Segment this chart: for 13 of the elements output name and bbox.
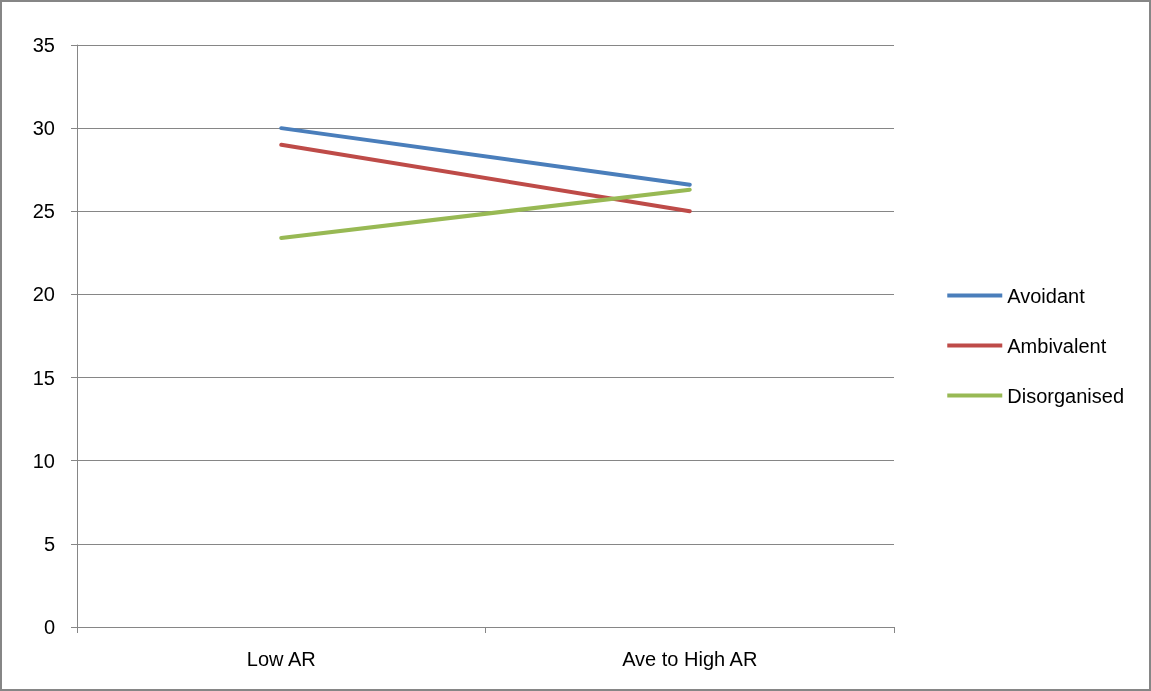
legend-label: Avoidant bbox=[1007, 284, 1086, 307]
legend-label: Ambivalent bbox=[1007, 334, 1107, 357]
y-tick-label: 35 bbox=[32, 34, 55, 56]
legend-label: Disorganised bbox=[1007, 384, 1125, 407]
y-tick-label: 30 bbox=[32, 117, 55, 140]
y-tick-label: 15 bbox=[32, 366, 55, 389]
x-tick-label: Ave to High AR bbox=[622, 648, 758, 670]
y-tick-label: 10 bbox=[32, 449, 55, 472]
y-tick-label: 20 bbox=[32, 283, 55, 306]
y-tick-label: 0 bbox=[43, 616, 55, 638]
y-tick-label: 5 bbox=[43, 532, 55, 555]
y-tick-label: 25 bbox=[32, 200, 55, 223]
x-tick-label: Low AR bbox=[246, 648, 316, 670]
